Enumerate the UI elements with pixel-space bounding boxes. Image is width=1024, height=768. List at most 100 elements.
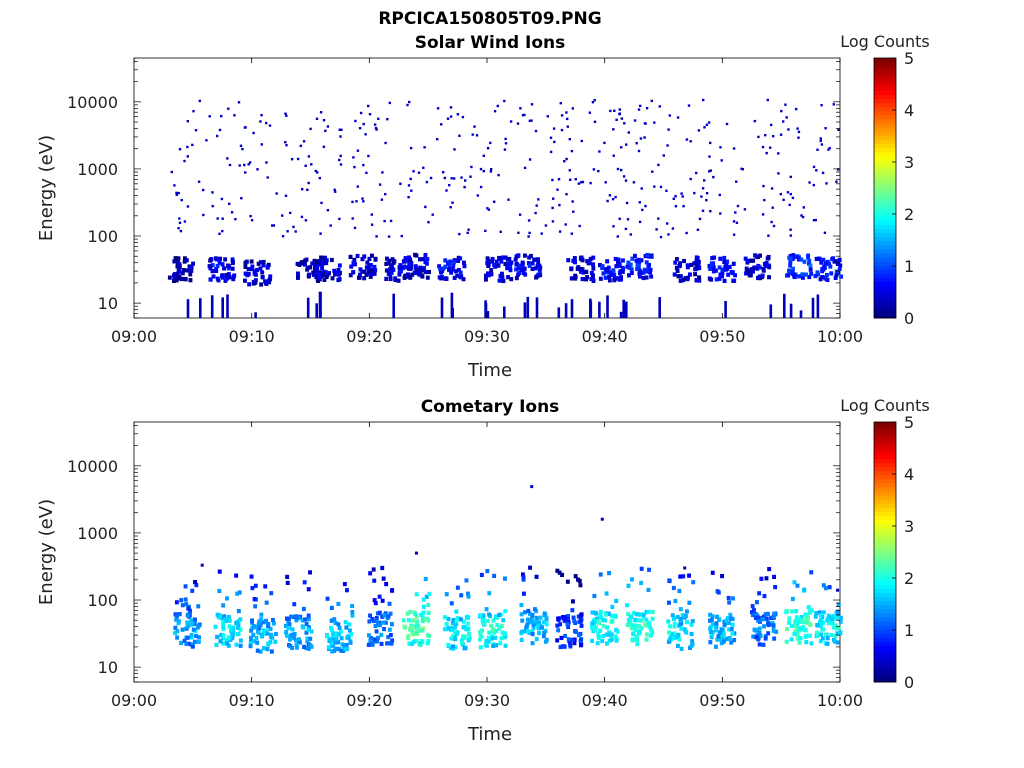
heatmap-cell [453, 635, 458, 640]
heatmap-cell [606, 265, 611, 270]
noise-cell [655, 228, 658, 231]
heatmap-cell [527, 263, 532, 268]
low-energy-streak [535, 297, 539, 318]
heatmap-cell [360, 257, 365, 262]
heatmap-cell [721, 639, 726, 644]
heatmap-cell [584, 269, 589, 274]
heatmap-cell [303, 617, 307, 622]
heatmap-cell [337, 263, 342, 268]
low-energy-streak [606, 295, 609, 318]
heatmap-cell [258, 266, 263, 271]
heatmap-cell [637, 271, 642, 277]
heatmap-cell [194, 583, 199, 588]
heatmap-cell [486, 258, 491, 263]
noise-cell [289, 211, 292, 215]
heatmap-cell [489, 623, 494, 628]
noise-cell [364, 133, 367, 136]
colorbar-segment [874, 446, 896, 451]
heatmap-cell [823, 632, 828, 637]
heatmap-cell [308, 643, 313, 648]
heatmap-cell [537, 620, 541, 625]
noise-cell [493, 200, 496, 203]
heatmap-cell [613, 613, 618, 618]
noise-cell [762, 184, 765, 188]
heatmap-cell [413, 264, 418, 269]
heatmap-cell [268, 626, 273, 631]
colorbar-segment [874, 135, 896, 140]
heatmap-cell [579, 613, 583, 618]
noise-cell [221, 217, 224, 220]
x-axis-label-solar-wind: Time [467, 360, 512, 381]
low-energy-streak [526, 296, 530, 318]
heatmap-cell [632, 623, 637, 628]
heatmap-cell [418, 641, 423, 646]
colorbar-segment [874, 580, 896, 585]
y-tick-label: 100 [87, 227, 118, 246]
heatmap-cell [296, 274, 300, 279]
colorbar-segment [874, 281, 896, 286]
heatmap-cell [184, 602, 189, 607]
heatmap-cell [172, 276, 177, 281]
noise-cell [612, 225, 615, 228]
heatmap-cell [821, 610, 826, 615]
heatmap-cell [321, 261, 326, 266]
heatmap-cell [418, 269, 423, 274]
colorbar-segment [874, 547, 896, 553]
heatmap-cell [730, 622, 735, 627]
low-energy-streak [486, 311, 490, 318]
heatmap-cell [628, 262, 633, 267]
heatmap-cell [345, 635, 350, 640]
noise-cell [177, 191, 180, 195]
colorbar-segment [874, 200, 896, 205]
noise-cell [304, 164, 307, 167]
heatmap-cell [521, 575, 526, 580]
colorbar-segment [874, 661, 896, 667]
heatmap-cell [731, 278, 736, 283]
noise-cell [565, 111, 568, 114]
heatmap-cell [647, 262, 651, 268]
heatmap-cell [385, 256, 389, 261]
heatmap-cell [726, 595, 731, 601]
heatmap-cell [834, 269, 839, 274]
noise-cell [479, 167, 483, 171]
heatmap-cell [381, 620, 386, 625]
heatmap-cell [484, 643, 489, 648]
colorbar-segment [874, 478, 896, 484]
noise-cell [782, 198, 785, 201]
noise-cell [635, 142, 638, 145]
heatmap-cell [455, 616, 460, 621]
noise-cell [743, 208, 747, 211]
heatmap-cell [221, 636, 225, 641]
colorbar-segment [874, 576, 896, 581]
heatmap-cell [437, 264, 442, 269]
noise-cell [475, 134, 479, 137]
noise-cell [449, 206, 452, 209]
noise-cell [456, 113, 460, 116]
heatmap-cell [227, 618, 232, 623]
heatmap-cell [396, 278, 401, 283]
heatmap-cell [237, 590, 242, 595]
heatmap-cell [590, 638, 595, 643]
noise-cell [252, 131, 255, 135]
x-tick-label: 09:10 [229, 327, 275, 346]
heatmap-cell [424, 594, 429, 599]
heatmap-cell [727, 636, 732, 641]
heatmap-cell [225, 641, 229, 646]
heatmap-cell [542, 630, 547, 635]
low-energy-streak [306, 297, 310, 318]
heatmap-cell [626, 618, 631, 623]
heatmap-cell [688, 272, 692, 277]
heatmap-cell [690, 639, 694, 644]
noise-cell [620, 168, 623, 172]
heatmap-cell [598, 628, 603, 633]
heatmap-cell [427, 591, 432, 596]
heatmap-cell [588, 256, 593, 261]
heatmap-cell [716, 634, 721, 639]
noise-cell [568, 169, 571, 172]
heatmap-cell [387, 627, 392, 632]
heatmap-cell [538, 265, 543, 270]
heatmap-cell [696, 260, 701, 265]
heatmap-cell [717, 265, 722, 270]
heatmap-cell [327, 638, 332, 644]
heatmap-cell [752, 608, 756, 613]
